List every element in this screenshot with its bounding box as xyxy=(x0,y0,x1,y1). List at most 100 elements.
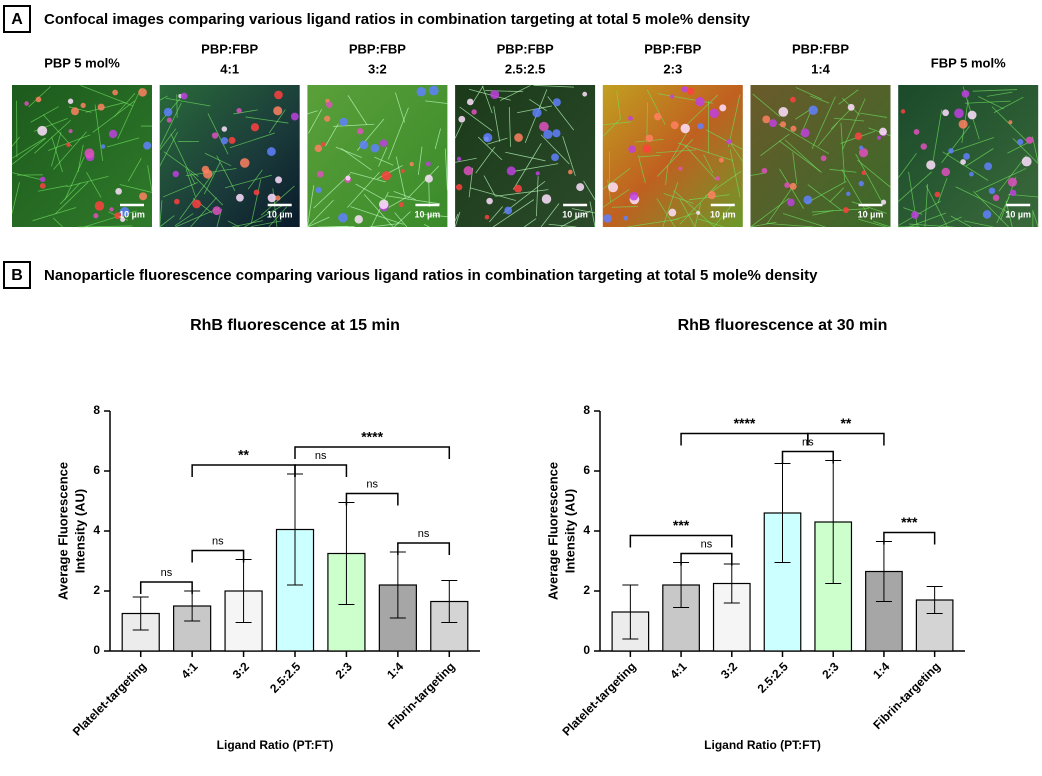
fiber xyxy=(727,94,741,148)
cell xyxy=(274,90,283,100)
fiber xyxy=(562,136,576,176)
scale-bar-label: 10 µm xyxy=(267,209,293,219)
fiber xyxy=(77,144,84,173)
x-tick-label: 2.5:2.5 xyxy=(267,659,304,696)
fiber xyxy=(682,94,719,129)
fiber xyxy=(250,179,262,224)
cell xyxy=(471,109,477,115)
cell xyxy=(228,136,236,144)
significance-label: ns xyxy=(701,538,713,550)
panel-label-box xyxy=(3,5,31,33)
fiber xyxy=(307,200,334,228)
confocal-image xyxy=(12,85,152,227)
fiber xyxy=(374,156,394,166)
fiber xyxy=(950,215,972,228)
fiber xyxy=(766,184,795,225)
fiber xyxy=(792,152,798,184)
cell xyxy=(787,198,795,207)
image-label: 2:3 xyxy=(663,61,682,76)
fiber xyxy=(224,174,272,189)
cell xyxy=(120,217,126,223)
fiber xyxy=(677,142,733,161)
fiber xyxy=(909,223,954,228)
significance-label: **** xyxy=(734,415,756,431)
fiber xyxy=(602,189,630,208)
x-tick-label: 2.5:2.5 xyxy=(755,659,792,696)
fiber xyxy=(159,94,184,124)
fiber xyxy=(159,200,163,228)
fiber xyxy=(92,100,136,133)
fiber xyxy=(363,194,394,228)
significance-bracket xyxy=(680,552,733,566)
cell xyxy=(687,87,695,95)
image-label: PBP 5 mol% xyxy=(44,55,120,70)
scale-bar-label: 10 µm xyxy=(710,209,736,219)
fiber xyxy=(925,185,948,228)
cell xyxy=(458,115,466,123)
cell xyxy=(541,194,552,204)
fiber xyxy=(347,95,368,125)
x-axis-label: Ligand Ratio (PT:FT) xyxy=(704,738,821,752)
fiber xyxy=(713,203,734,228)
image-label: 4:1 xyxy=(220,61,239,76)
fiber xyxy=(684,144,717,180)
cell xyxy=(726,139,732,145)
significance-bracket xyxy=(629,534,733,548)
cell xyxy=(603,214,612,223)
cell xyxy=(486,197,493,205)
cell xyxy=(854,132,863,140)
fiber xyxy=(347,171,380,208)
cell xyxy=(267,147,276,156)
cell xyxy=(608,182,619,193)
fiber xyxy=(535,176,539,217)
significance-label: ** xyxy=(840,415,851,431)
x-tick-label: 3:2 xyxy=(230,659,252,681)
fiber xyxy=(932,109,943,163)
cell xyxy=(339,117,348,127)
x-tick-label: 1:4 xyxy=(870,659,892,681)
fiber xyxy=(313,173,351,209)
fiber xyxy=(59,182,81,205)
fiber xyxy=(646,102,648,139)
panel-label: B xyxy=(11,267,23,284)
fiber xyxy=(806,181,847,204)
fiber xyxy=(857,159,891,188)
y-tick-label: 8 xyxy=(583,403,590,417)
fiber xyxy=(937,177,948,204)
fiber xyxy=(175,207,220,228)
error-bar xyxy=(926,586,943,614)
cell xyxy=(843,207,849,213)
cell xyxy=(645,134,654,143)
fiber xyxy=(986,91,1013,97)
cell xyxy=(552,98,561,107)
fiber xyxy=(656,139,694,177)
fiber xyxy=(752,93,781,118)
fiber xyxy=(706,129,743,150)
cell xyxy=(514,133,523,142)
cell xyxy=(551,153,559,162)
fiber xyxy=(964,100,1011,104)
fiber xyxy=(540,203,560,228)
fiber xyxy=(840,122,846,182)
fiber xyxy=(898,200,941,226)
significance-label: ns xyxy=(161,567,173,579)
cell xyxy=(66,142,71,147)
fiber xyxy=(602,121,632,126)
fiber xyxy=(811,208,869,213)
fiber xyxy=(471,85,484,105)
panel-label-box xyxy=(3,261,31,289)
fiber xyxy=(833,117,865,122)
scale-bar-label: 10 µm xyxy=(858,209,884,219)
cell xyxy=(820,155,827,162)
cell xyxy=(1007,177,1018,187)
fiber xyxy=(307,216,330,228)
cell xyxy=(960,159,966,165)
panel-label: A xyxy=(11,11,23,28)
significance-label: ** xyxy=(238,447,249,463)
image-label: 2.5:2.5 xyxy=(505,61,545,76)
fiber xyxy=(30,106,59,123)
fiber xyxy=(637,155,646,184)
fiber xyxy=(163,151,199,177)
error-bar xyxy=(441,580,458,623)
fiber xyxy=(529,98,547,112)
